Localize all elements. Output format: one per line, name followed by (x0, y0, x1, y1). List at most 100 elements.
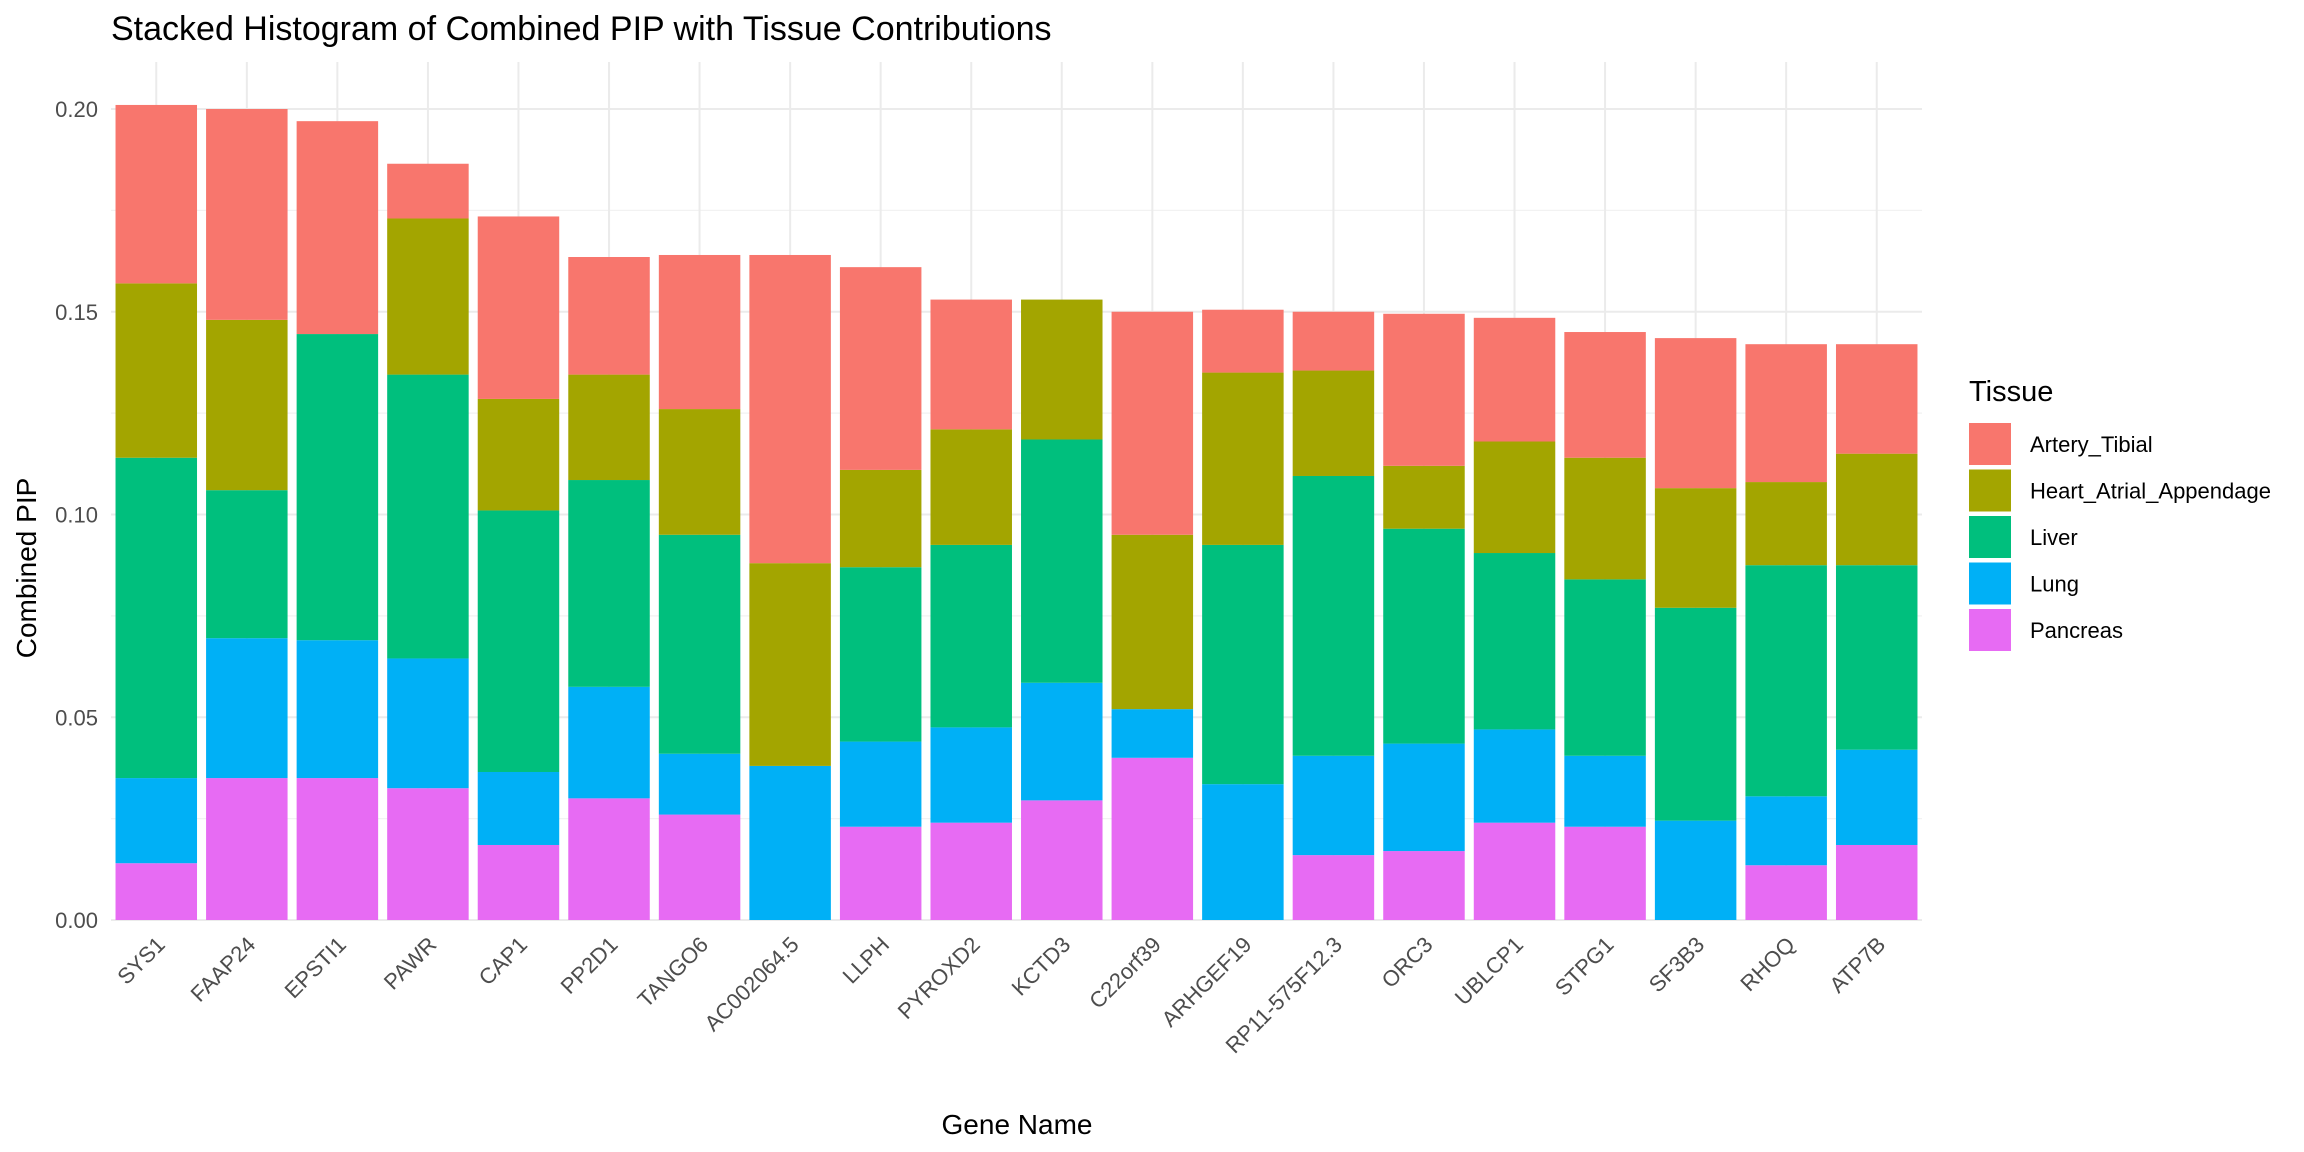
legend-key-artery-tibial (1969, 423, 2011, 465)
bar-segment-artery-tibial (658, 254, 741, 410)
bar-segment-heart-atrial-appendage (568, 374, 650, 481)
bar-segment-artery-tibial (1654, 338, 1737, 489)
bar-segment-artery-tibial (1292, 311, 1375, 371)
bar-segment-artery-tibial (1564, 332, 1646, 458)
bar-segment-heart-atrial-appendage (1564, 457, 1646, 580)
bar-segment-heart-atrial-appendage (749, 563, 831, 766)
bar-segment-liver (1202, 544, 1284, 785)
bar-segment-artery-tibial (206, 109, 288, 320)
bar-segment-liver (1654, 607, 1737, 821)
bar-segment-lung (1292, 755, 1375, 856)
bar-segment-pancreas (1111, 757, 1194, 920)
legend-key-pancreas (1969, 609, 2011, 651)
bar-segment-heart-atrial-appendage (1292, 370, 1375, 476)
legend-key-lung (1969, 562, 2011, 605)
bar-segment-artery-tibial (1473, 317, 1556, 442)
legend-label: Heart_Atrial_Appendage (2030, 479, 2271, 504)
bar-segment-pancreas (568, 798, 650, 920)
bar-segment-lung (206, 638, 288, 779)
bar-segment-liver (1835, 565, 1918, 750)
legend-key-liver (1969, 516, 2011, 558)
bar-segment-liver (477, 510, 560, 772)
y-tick-label: 0.10 (55, 503, 98, 528)
bar-segment-heart-atrial-appendage (930, 429, 1012, 545)
bar-segment-liver (658, 534, 741, 754)
bar-segment-heart-atrial-appendage (839, 469, 922, 568)
bar-segment-liver (1473, 553, 1556, 730)
bar-segment-heart-atrial-appendage (477, 398, 560, 511)
bar-segment-heart-atrial-appendage (1473, 441, 1556, 554)
bar-segment-lung (568, 686, 650, 799)
bar-segment-liver (1021, 439, 1103, 683)
bar-segment-artery-tibial (568, 257, 650, 375)
bar-segment-pancreas (658, 814, 741, 920)
bar-segment-lung (387, 658, 469, 789)
y-tick-label: 0.20 (55, 97, 98, 122)
bars (115, 104, 1918, 920)
bar-segment-pancreas (839, 826, 922, 920)
bar-segment-liver (115, 457, 198, 779)
bar-segment-pancreas (115, 863, 198, 920)
bar-segment-heart-atrial-appendage (658, 409, 741, 535)
y-axis-title: Combined PIP (11, 478, 42, 659)
bar-segment-pancreas (1745, 865, 1827, 920)
legend-key-heart-atrial-appendage (1969, 469, 2011, 512)
chart-title: Stacked Histogram of Combined PIP with T… (111, 10, 1051, 48)
bar-segment-liver (568, 480, 650, 687)
bar-segment-heart-atrial-appendage (1383, 465, 1465, 529)
bar-segment-lung (1473, 729, 1556, 823)
bar-segment-artery-tibial (1111, 311, 1194, 535)
legend-label: Lung (2030, 572, 2079, 597)
bar-segment-artery-tibial (1202, 309, 1284, 373)
bar-segment-pancreas (1292, 855, 1375, 920)
legend-label: Liver (2030, 525, 2078, 550)
legend-label: Artery_Tibial (2030, 432, 2153, 457)
legend-title: Tissue (1969, 376, 2053, 408)
bar-segment-heart-atrial-appendage (387, 218, 469, 375)
bar-segment-lung (1654, 820, 1737, 920)
bar-segment-liver (1292, 475, 1375, 756)
y-tick-label: 0.15 (55, 300, 98, 325)
bar-segment-lung (1564, 755, 1646, 827)
bar-segment-lung (930, 727, 1012, 823)
bar-segment-pancreas (1473, 822, 1556, 920)
bar-segment-lung (477, 771, 560, 845)
bar-segment-lung (839, 741, 922, 827)
bar-segment-artery-tibial (1383, 313, 1465, 466)
bar-segment-pancreas (296, 778, 379, 920)
bar-segment-artery-tibial (1835, 344, 1918, 454)
bar-segment-liver (1745, 565, 1827, 797)
bar-segment-heart-atrial-appendage (1021, 299, 1103, 440)
bar-segment-lung (1383, 743, 1465, 852)
bar-segment-artery-tibial (387, 163, 469, 219)
bar-segment-lung (1835, 749, 1918, 845)
bar-segment-lung (296, 640, 379, 779)
bar-segment-artery-tibial (477, 216, 560, 399)
y-tick-label: 0.05 (55, 705, 98, 730)
bar-segment-pancreas (1021, 800, 1103, 920)
legend: Tissue Artery_Tibial Heart_Atrial_Appenda… (1969, 376, 2271, 651)
bar-segment-heart-atrial-appendage (1745, 482, 1827, 566)
x-axis-title: Gene Name (942, 1109, 1093, 1140)
bar-segment-lung (1745, 796, 1827, 866)
bar-segment-pancreas (1564, 826, 1646, 920)
bar-segment-lung (1021, 682, 1103, 801)
bar-segment-lung (1202, 784, 1284, 920)
bar-segment-artery-tibial (296, 121, 379, 335)
bar-segment-pancreas (1835, 844, 1918, 920)
bar-segment-lung (115, 778, 198, 864)
bar-segment-artery-tibial (930, 299, 1012, 430)
bar-segment-heart-atrial-appendage (1202, 372, 1284, 545)
bar-segment-lung (749, 765, 831, 920)
bar-segment-pancreas (930, 822, 1012, 920)
bar-segment-liver (296, 334, 379, 641)
legend-items: Artery_Tibial Heart_Atrial_Appendage Liver… (1969, 423, 2271, 651)
bar-segment-liver (839, 567, 922, 742)
y-tick-label: 0.00 (55, 908, 98, 933)
bar-segment-heart-atrial-appendage (1835, 453, 1918, 566)
bar-segment-lung (1111, 709, 1194, 758)
bar-segment-artery-tibial (1745, 344, 1827, 483)
bar-segment-pancreas (387, 788, 469, 920)
bar-segment-liver (387, 374, 469, 659)
